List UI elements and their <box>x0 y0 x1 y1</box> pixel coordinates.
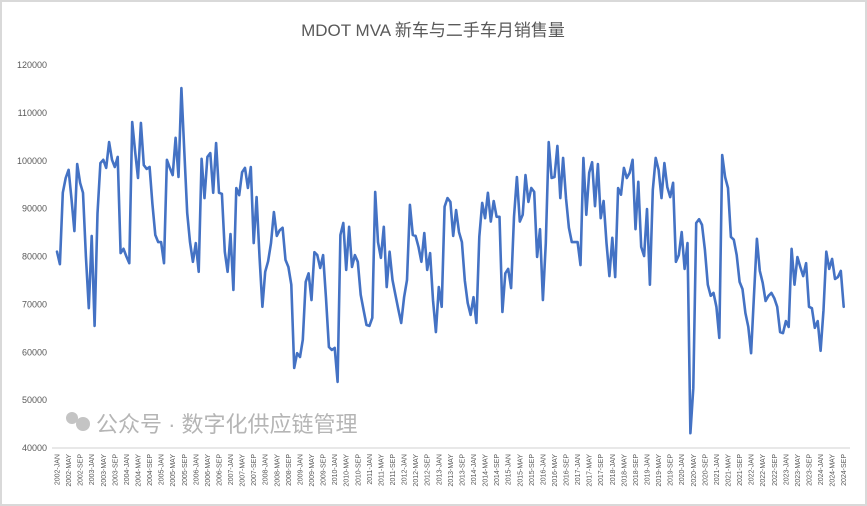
x-tick-label: 2007-SEP <box>251 454 258 486</box>
y-axis: 40000 50000 60000 70000 80000 90000 100000 1100… <box>17 60 47 453</box>
x-tick-label: 2003-SEP <box>112 454 119 486</box>
x-tick-label: 2020-MAY <box>691 454 698 487</box>
x-tick-label: 2006-JAN <box>193 454 200 485</box>
watermark: 公众号 · 数字化供应链管理 <box>66 412 358 437</box>
x-tick-label: 2014-MAY <box>483 454 490 487</box>
x-tick-label: 2023-MAY <box>795 454 802 487</box>
x-tick-label: 2014-SEP <box>494 454 501 486</box>
x-axis: 2002-JAN 2002-MAY 2002-SEP 2003-JAN 2003-MAY… <box>55 454 849 487</box>
x-tick-label: 2004-SEP <box>147 454 154 486</box>
x-tick-label: 2006-SEP <box>216 454 223 486</box>
x-tick-label: 2016-SEP <box>564 454 571 486</box>
x-tick-label: 2014-JAN <box>471 454 478 485</box>
x-tick-label: 2003-JAN <box>89 454 96 485</box>
x-tick-label: 2015-MAY <box>517 454 524 487</box>
x-tick-label: 2019-MAY <box>656 454 663 487</box>
x-tick-label: 2008-JAN <box>263 454 270 485</box>
x-tick-label: 2023-SEP <box>806 454 813 486</box>
x-tick-label: 2021-JAN <box>714 454 721 485</box>
y-tick-label: 80000 <box>22 252 47 262</box>
x-tick-label: 2013-SEP <box>459 454 466 486</box>
x-tick-label: 2022-JAN <box>749 454 756 485</box>
x-tick-label: 2007-MAY <box>240 454 247 487</box>
watermark-logo-icon <box>66 412 78 424</box>
x-tick-label: 2024-MAY <box>830 454 837 487</box>
x-tick-label: 2020-JAN <box>679 454 686 485</box>
sales-series-line <box>55 86 845 435</box>
x-tick-label: 2002-JAN <box>55 454 62 485</box>
x-tick-label: 2013-JAN <box>436 454 443 485</box>
x-tick-label: 2007-JAN <box>228 454 235 485</box>
x-tick-label: 2019-JAN <box>645 454 652 485</box>
x-tick-label: 2012-JAN <box>402 454 409 485</box>
x-tick-label: 2011-SEP <box>390 454 397 486</box>
x-tick-label: 2005-SEP <box>182 454 189 486</box>
watermark-logo-icon <box>76 417 90 431</box>
y-tick-label: 50000 <box>22 395 47 405</box>
x-tick-label: 2009-MAY <box>309 454 316 487</box>
x-tick-label: 2005-MAY <box>170 454 177 487</box>
x-tick-label: 2012-MAY <box>413 454 420 487</box>
x-tick-label: 2006-MAY <box>205 454 212 487</box>
x-tick-label: 2008-SEP <box>286 454 293 486</box>
watermark-text: 公众号 · 数字化供应链管理 <box>96 412 358 437</box>
x-tick-label: 2010-SEP <box>355 454 362 486</box>
x-tick-label: 2011-MAY <box>378 454 385 486</box>
y-tick-label: 120000 <box>17 60 47 70</box>
x-tick-label: 2019-SEP <box>668 454 675 486</box>
x-tick-label: 2010-MAY <box>344 454 351 487</box>
x-tick-label: 2017-SEP <box>598 454 605 486</box>
y-tick-label: 40000 <box>22 443 47 453</box>
x-tick-label: 2022-SEP <box>772 454 779 486</box>
x-tick-label: 2009-JAN <box>297 454 304 485</box>
x-tick-label: 2011-JAN <box>367 454 374 485</box>
y-tick-label: 100000 <box>17 156 47 166</box>
y-tick-label: 60000 <box>22 347 47 357</box>
x-tick-label: 2002-SEP <box>78 454 85 486</box>
x-tick-label: 2009-SEP <box>321 454 328 486</box>
x-tick-label: 2022-MAY <box>760 454 767 487</box>
x-tick-label: 2023-JAN <box>783 454 790 485</box>
x-tick-label: 2005-JAN <box>159 454 166 485</box>
x-tick-label: 2018-SEP <box>633 454 640 486</box>
x-tick-label: 2018-JAN <box>610 454 617 485</box>
x-tick-label: 2008-MAY <box>274 454 281 487</box>
x-tick-label: 2003-MAY <box>101 454 108 487</box>
x-tick-label: 2012-SEP <box>425 454 432 486</box>
x-tick-label: 2018-MAY <box>621 454 628 487</box>
chart-title: MDOT MVA 新车与二手车月销售量 <box>301 21 565 40</box>
x-tick-label: 2002-MAY <box>66 454 73 487</box>
x-tick-label: 2010-JAN <box>332 454 339 485</box>
x-tick-label: 2016-MAY <box>552 454 559 487</box>
x-tick-label: 2021-MAY <box>726 454 733 487</box>
x-tick-label: 2017-JAN <box>575 454 582 485</box>
x-tick-label: 2017-MAY <box>587 454 594 487</box>
x-tick-label: 2004-MAY <box>135 454 142 487</box>
x-tick-label: 2024-JAN <box>818 454 825 485</box>
x-tick-label: 2013-MAY <box>448 454 455 487</box>
y-tick-label: 110000 <box>18 108 47 118</box>
x-tick-label: 2024-SEP <box>841 454 848 486</box>
x-tick-label: 2015-JAN <box>506 454 513 485</box>
y-tick-label: 90000 <box>22 204 47 214</box>
x-tick-label: 2021-SEP <box>737 454 744 486</box>
x-tick-label: 2015-SEP <box>529 454 536 486</box>
x-tick-label: 2016-JAN <box>540 454 547 485</box>
y-tick-label: 70000 <box>22 299 47 309</box>
x-tick-label: 2020-SEP <box>702 454 709 486</box>
x-tick-label: 2004-JAN <box>124 454 131 485</box>
